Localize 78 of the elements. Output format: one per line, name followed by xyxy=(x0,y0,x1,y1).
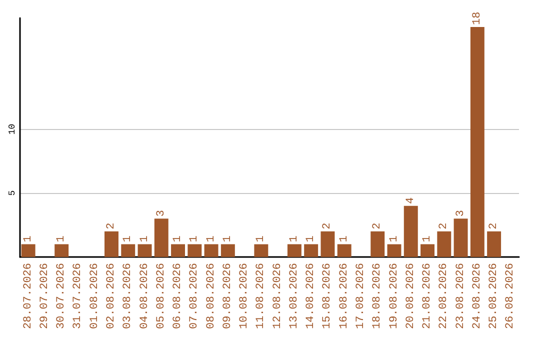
x-tick-label: 09.08.2026 xyxy=(222,262,234,330)
x-tick-label: 10.08.2026 xyxy=(238,262,251,330)
y-tick-label: 5 xyxy=(8,190,18,196)
bar xyxy=(370,231,385,257)
x-tick-label: 13.08.2026 xyxy=(288,262,300,330)
data-label: 1 xyxy=(222,235,234,242)
data-label: 1 xyxy=(255,235,268,242)
x-tick-label: 22.08.2026 xyxy=(438,262,450,330)
data-label: 1 xyxy=(338,235,350,242)
x-tick-label: 04.08.2026 xyxy=(138,262,151,330)
x-tick-label: 28.07.2026 xyxy=(22,262,34,330)
bar xyxy=(337,244,352,257)
bar xyxy=(171,244,186,257)
data-label: 1 xyxy=(138,235,151,242)
bar xyxy=(487,231,502,257)
bar xyxy=(121,244,136,257)
data-label: 1 xyxy=(422,235,434,242)
bar xyxy=(154,218,168,257)
bar xyxy=(287,244,302,257)
bar xyxy=(437,231,452,257)
x-tick-label: 17.08.2026 xyxy=(354,262,367,330)
data-label: 1 xyxy=(188,235,201,242)
x-tick-label: 07.08.2026 xyxy=(188,262,201,330)
x-tick-label: 19.08.2026 xyxy=(388,262,400,330)
bar xyxy=(254,244,268,257)
x-tick-label: 24.08.2026 xyxy=(471,262,484,330)
x-tick-label: 20.08.2026 xyxy=(404,262,417,330)
bar xyxy=(220,244,235,257)
x-tick-label: 29.07.2026 xyxy=(38,262,51,330)
x-tick-label: 16.08.2026 xyxy=(338,262,350,330)
data-label: 1 xyxy=(388,235,400,242)
x-tick-label: 26.08.2026 xyxy=(504,262,517,330)
x-tick-label: 01.08.2026 xyxy=(88,262,101,330)
y-tick-label: 10 xyxy=(8,124,18,135)
data-label: 1 xyxy=(56,235,68,242)
x-tick-label: 03.08.2026 xyxy=(122,262,134,330)
data-label: 3 xyxy=(454,210,467,217)
data-label: 2 xyxy=(372,222,384,230)
x-tick-label: 14.08.2026 xyxy=(305,262,318,330)
data-label: 3 xyxy=(155,210,168,217)
bar xyxy=(104,231,118,257)
x-tick-label: 31.07.2026 xyxy=(72,262,84,330)
bar xyxy=(387,244,402,257)
bar xyxy=(470,26,484,257)
bar xyxy=(320,231,335,257)
data-label: 1 xyxy=(122,235,134,242)
data-label: 2 xyxy=(438,222,450,230)
bar xyxy=(454,218,468,257)
x-tick-label: 18.08.2026 xyxy=(372,262,384,330)
x-tick-label: 12.08.2026 xyxy=(272,262,284,330)
x-tick-label: 23.08.2026 xyxy=(454,262,467,330)
data-label: 1 xyxy=(205,235,218,242)
data-label: 4 xyxy=(404,196,417,204)
data-label: 2 xyxy=(488,222,500,230)
data-label: 1 xyxy=(288,235,300,242)
x-tick-label: 06.08.2026 xyxy=(172,262,184,330)
x-tick-label: 21.08.2026 xyxy=(422,262,434,330)
bar xyxy=(304,244,318,257)
x-tick-label: 30.07.2026 xyxy=(56,262,68,330)
data-label: 1 xyxy=(172,235,184,242)
bar xyxy=(21,244,36,257)
x-tick-label: 08.08.2026 xyxy=(205,262,218,330)
bar xyxy=(54,244,69,257)
data-label: 2 xyxy=(105,222,118,230)
bar xyxy=(420,244,435,257)
x-tick-label: 11.08.2026 xyxy=(255,262,268,330)
data-label: 2 xyxy=(322,222,334,230)
x-tick-label: 05.08.2026 xyxy=(155,262,168,330)
bar xyxy=(138,244,152,257)
data-label: 18 xyxy=(471,12,484,25)
data-label: 1 xyxy=(22,235,34,242)
bar xyxy=(404,206,418,257)
data-label: 1 xyxy=(305,235,318,242)
x-tick-label: 02.08.2026 xyxy=(105,262,118,330)
x-tick-label: 15.08.2026 xyxy=(322,262,334,330)
x-tick-label: 25.08.2026 xyxy=(488,262,500,330)
bar xyxy=(188,244,202,257)
bar xyxy=(204,244,218,257)
